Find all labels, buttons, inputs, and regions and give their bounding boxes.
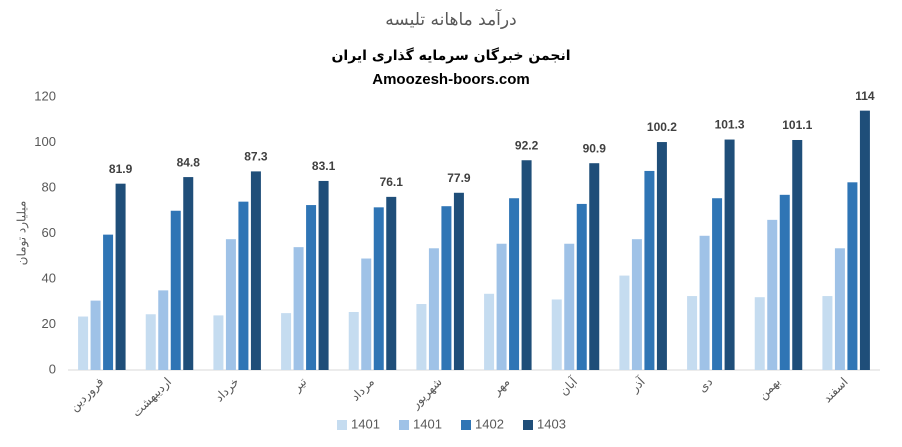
bar	[589, 163, 600, 370]
y-tick-label: 100	[34, 134, 56, 149]
bar	[115, 183, 126, 370]
bar	[145, 314, 156, 370]
chart-source: Amoozesh-boors.com	[372, 71, 530, 88]
y-axis-label: میلیارد تومان	[15, 201, 30, 266]
x-tick-label: اردیبهشت	[129, 375, 175, 421]
y-tick-label: 60	[42, 225, 56, 240]
legend-swatch	[523, 420, 533, 430]
value-label: 76.1	[380, 175, 404, 189]
x-tick-label: مرداد	[348, 375, 378, 405]
value-label: 100.2	[647, 120, 677, 134]
bar	[687, 296, 698, 370]
value-label: 92.2	[515, 138, 539, 152]
value-label: 101.3	[715, 118, 745, 132]
value-label: 81.9	[109, 162, 133, 176]
y-tick-label: 80	[42, 179, 56, 194]
bar	[361, 258, 372, 370]
legend-swatch	[399, 420, 409, 430]
bar	[712, 198, 723, 370]
x-tick-label: خرداد	[212, 375, 242, 405]
value-label: 101.1	[782, 118, 812, 132]
legend-label: 1402	[475, 416, 504, 431]
value-label: 83.1	[312, 159, 336, 173]
bar	[103, 234, 114, 370]
x-tick-label: مهر	[489, 375, 513, 399]
legend-swatch	[337, 420, 347, 430]
bar	[859, 110, 870, 371]
x-tick-label: دی	[695, 375, 715, 395]
y-tick-label: 120	[34, 88, 56, 103]
bar	[822, 296, 833, 370]
bar	[564, 243, 575, 370]
chart-subtitle: انجمن خبرگان سرمایه گذاری ایران	[331, 47, 570, 64]
bar	[644, 170, 655, 370]
value-label: 77.9	[447, 171, 471, 185]
legend-label: 1403	[537, 416, 566, 431]
bar	[170, 210, 181, 370]
bar	[767, 219, 778, 370]
x-tick-label: شهریور	[408, 375, 446, 413]
bar	[792, 139, 803, 370]
bar	[293, 247, 304, 370]
bar	[386, 196, 397, 370]
x-tick-label: اسفند	[820, 375, 851, 406]
bar	[441, 206, 452, 370]
bar	[428, 248, 439, 370]
bar	[484, 293, 495, 370]
bar	[521, 160, 532, 370]
bar	[348, 311, 359, 370]
bar	[699, 235, 710, 370]
bar	[496, 243, 507, 370]
bar	[724, 139, 735, 370]
bar	[847, 182, 858, 370]
bar	[416, 304, 427, 370]
bar	[631, 239, 642, 370]
bar	[238, 201, 249, 370]
legend-label: 1401	[413, 416, 442, 431]
y-tick-label: 40	[42, 270, 56, 285]
x-tick-label: تیر	[289, 375, 310, 396]
bar	[551, 299, 562, 370]
bar	[90, 300, 101, 370]
x-tick-label: فروردین	[67, 375, 107, 415]
value-label: 90.9	[583, 141, 607, 155]
legend-label: 1401	[351, 416, 380, 431]
bar	[78, 316, 89, 370]
bar	[225, 239, 236, 370]
bar	[306, 205, 317, 370]
value-label: 87.3	[244, 150, 268, 164]
bar	[834, 248, 845, 370]
chart-title: درآمد ماهانه تلیسه	[385, 8, 516, 30]
legend-swatch	[461, 420, 471, 430]
y-tick-label: 0	[49, 361, 56, 376]
bar	[183, 177, 194, 370]
x-tick-label: آبان	[556, 374, 581, 399]
y-tick-label: 20	[42, 316, 56, 331]
bar	[213, 315, 224, 370]
bar	[318, 180, 329, 370]
bar	[754, 297, 765, 370]
bar	[619, 275, 630, 370]
bar	[158, 290, 169, 370]
bar	[779, 194, 790, 370]
bar	[281, 313, 292, 370]
x-tick-label: بهمن	[756, 375, 784, 403]
bar	[250, 171, 261, 370]
bar	[656, 142, 667, 370]
bar	[373, 207, 384, 370]
x-tick-label: آذر	[626, 374, 649, 397]
bar	[509, 198, 520, 370]
value-label: 84.8	[177, 155, 201, 169]
value-label: 114	[855, 89, 875, 103]
bar	[453, 192, 464, 370]
bar	[576, 203, 587, 370]
